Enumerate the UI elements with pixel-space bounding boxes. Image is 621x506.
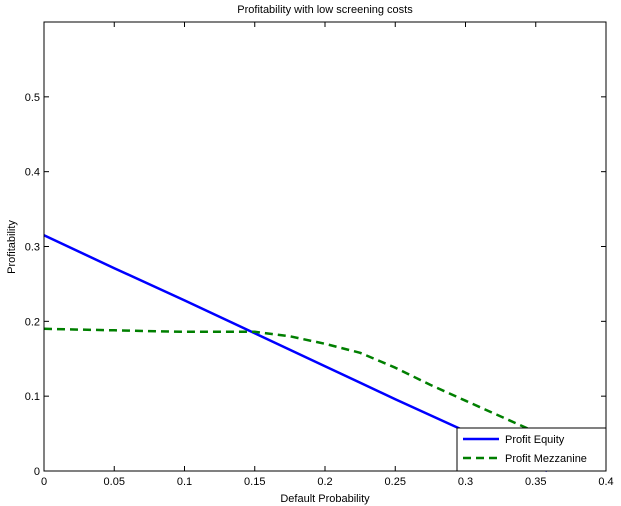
x-tick-label: 0.25 xyxy=(385,476,406,488)
y-tick-label: 0.2 xyxy=(25,316,40,328)
x-tick-label: 0.2 xyxy=(317,476,332,488)
x-tick-label: 0.15 xyxy=(244,476,265,488)
x-tick-label: 0.3 xyxy=(458,476,473,488)
y-tick-label: 0.4 xyxy=(25,167,40,179)
y-tick-label: 0.5 xyxy=(25,92,40,104)
x-tick-label: 0.35 xyxy=(525,476,546,488)
y-tick-label: 0 xyxy=(34,466,40,478)
y-axis-ticks: 0 0.1 0.2 0.3 0.4 0.5 xyxy=(25,92,606,478)
x-axis-title: Default Probability xyxy=(280,493,370,505)
x-axis-ticks: 0 0.05 0.1 0.15 0.2 0.25 0.3 0.35 0.4 xyxy=(41,22,614,488)
chart-title: Profitability with low screening costs xyxy=(237,4,413,16)
y-tick-label: 0.1 xyxy=(25,391,40,403)
x-tick-label: 0 xyxy=(41,476,47,488)
series-line-profit-mezzanine xyxy=(43,327,607,461)
legend-label-profit-equity: Profit Equity xyxy=(505,434,565,446)
legend-label-profit-mezzanine: Profit Mezzanine xyxy=(505,453,587,465)
plot-frame xyxy=(43,21,607,472)
plot-area xyxy=(44,22,606,471)
x-tick-label: 0.1 xyxy=(177,476,192,488)
legend: Profit Equity Profit Mezzanine xyxy=(456,427,607,472)
x-tick-label: 0.05 xyxy=(104,476,125,488)
y-tick-label: 0.3 xyxy=(25,242,40,254)
legend-box xyxy=(456,427,607,472)
x-tick-label: 0.4 xyxy=(598,476,613,488)
y-axis-title: Profitability xyxy=(6,220,18,274)
